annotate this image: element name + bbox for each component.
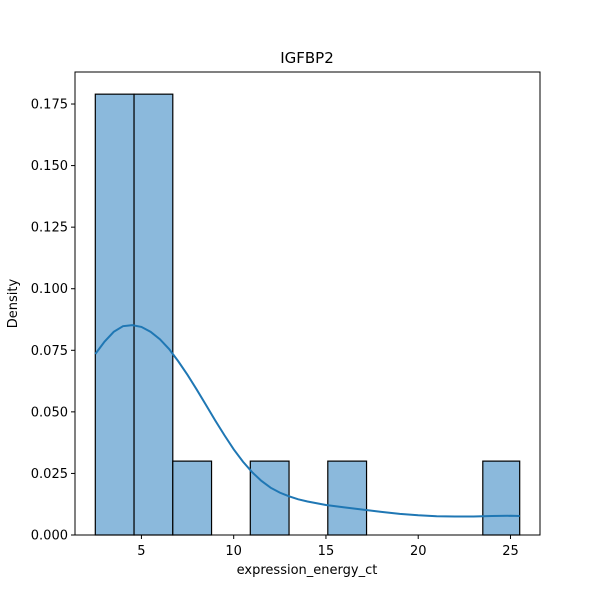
y-tick-label: 0.075 [31, 344, 68, 359]
histogram-bar-2 [172, 460, 213, 536]
histogram-bar-0 [94, 93, 135, 536]
x-tick-label: 25 [502, 544, 519, 559]
y-tick-label: 0.125 [31, 221, 68, 236]
x-tick-label: 20 [410, 544, 427, 559]
x-axis-label: expression_energy_ct [237, 563, 378, 578]
y-tick-label: 0.100 [31, 282, 68, 297]
y-tick-label: 0.050 [31, 405, 68, 420]
histogram-bars [94, 93, 521, 536]
y-axis-ticks: 0.000 0.025 0.050 0.075 0.100 0.125 0.150 0.175 [31, 98, 75, 544]
kde-line [94, 324, 520, 518]
x-axis-ticks: 5 10 15 20 25 [137, 535, 519, 559]
y-tick-label: 0.150 [31, 159, 68, 174]
histogram-bar-10 [482, 460, 521, 536]
y-axis-label: Density [6, 278, 21, 328]
plot-frame [74, 71, 541, 536]
y-tick-label: 0.025 [31, 467, 68, 482]
histogram-bar-4 [249, 460, 290, 536]
x-tick-label: 10 [225, 544, 242, 559]
chart-title: IGFBP2 [280, 49, 334, 67]
histogram-bar-6 [327, 460, 368, 536]
y-tick-label: 0.000 [31, 529, 68, 544]
histogram-bar-1 [133, 93, 174, 536]
y-tick-label: 0.175 [31, 98, 68, 113]
x-tick-label: 5 [137, 544, 145, 559]
x-tick-label: 15 [318, 544, 335, 559]
